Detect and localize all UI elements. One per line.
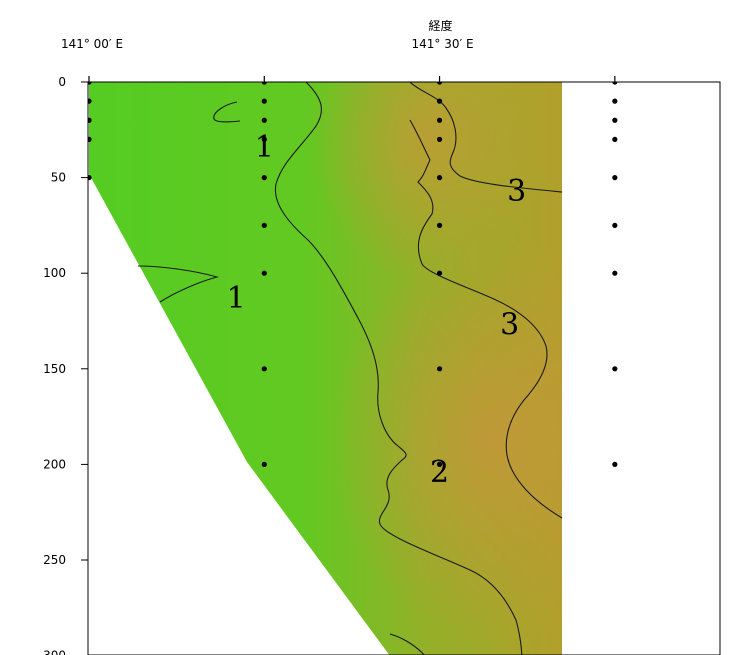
station-dot [612, 222, 618, 228]
station-dot [436, 366, 443, 372]
station-dot [612, 136, 618, 142]
warm-surface-shading [89, 82, 562, 655]
section-field: 1 1 2 3 3 [88, 82, 618, 655]
station-dot [436, 270, 443, 276]
y-tick-label: 100 [43, 266, 66, 280]
station-dot [261, 461, 267, 467]
station-dot [88, 175, 92, 181]
station-dot [612, 175, 618, 181]
station-dot [612, 82, 618, 85]
y-tick-label: 50 [51, 171, 66, 185]
y-tick-label: 200 [43, 457, 66, 471]
contour-line-3-connector [409, 119, 431, 161]
station-dot [261, 136, 267, 142]
contour-label: 3 [500, 308, 519, 343]
station-markers [88, 82, 618, 467]
station-dot [261, 270, 267, 276]
station-dot [612, 117, 618, 123]
station-dot [612, 270, 618, 276]
station-dot [436, 98, 443, 104]
station-dot [436, 222, 443, 228]
contour-line-2 [274, 82, 523, 655]
contour-label: 1 [227, 281, 246, 316]
x-axis-title: 経度 [429, 18, 453, 33]
station-dot [436, 175, 443, 181]
contour-label: 2 [430, 455, 449, 490]
station-dot [88, 82, 92, 85]
station-dot [612, 366, 618, 372]
y-tick-label: 150 [43, 362, 66, 376]
station-dot [261, 98, 267, 104]
y-tick-label: 300 [43, 649, 66, 655]
station-dot [612, 461, 618, 467]
contour-label: 3 [507, 174, 526, 209]
station-dot [261, 175, 267, 181]
station-dot [436, 82, 443, 85]
station-dot [261, 82, 267, 85]
station-dot [261, 222, 267, 228]
x-tick-label: 141° 30′ E [412, 37, 474, 51]
station-dot [436, 117, 443, 123]
axes: 経度 141° 00′ E 141° 30′ E 0 50 100 150 200 250 300 [43, 18, 616, 655]
contour-labels: 1 1 2 3 3 [227, 130, 527, 490]
contour-line-1-small-loop [213, 101, 241, 123]
y-tick-label: 0 [58, 75, 66, 89]
station-dot [261, 117, 267, 123]
x-tick-label: 141° 00′ E [61, 37, 123, 51]
station-dot [88, 98, 92, 104]
station-dot [612, 98, 618, 104]
station-dot [261, 366, 267, 372]
station-dot [436, 136, 443, 142]
contour-line-1-lower [137, 265, 220, 303]
station-dot [88, 136, 92, 142]
station-dot [436, 461, 443, 467]
contour-line-2-bottom [389, 633, 425, 655]
station-dot [88, 117, 92, 123]
y-tick-label: 250 [43, 553, 66, 567]
contour-label: 1 [255, 130, 274, 165]
